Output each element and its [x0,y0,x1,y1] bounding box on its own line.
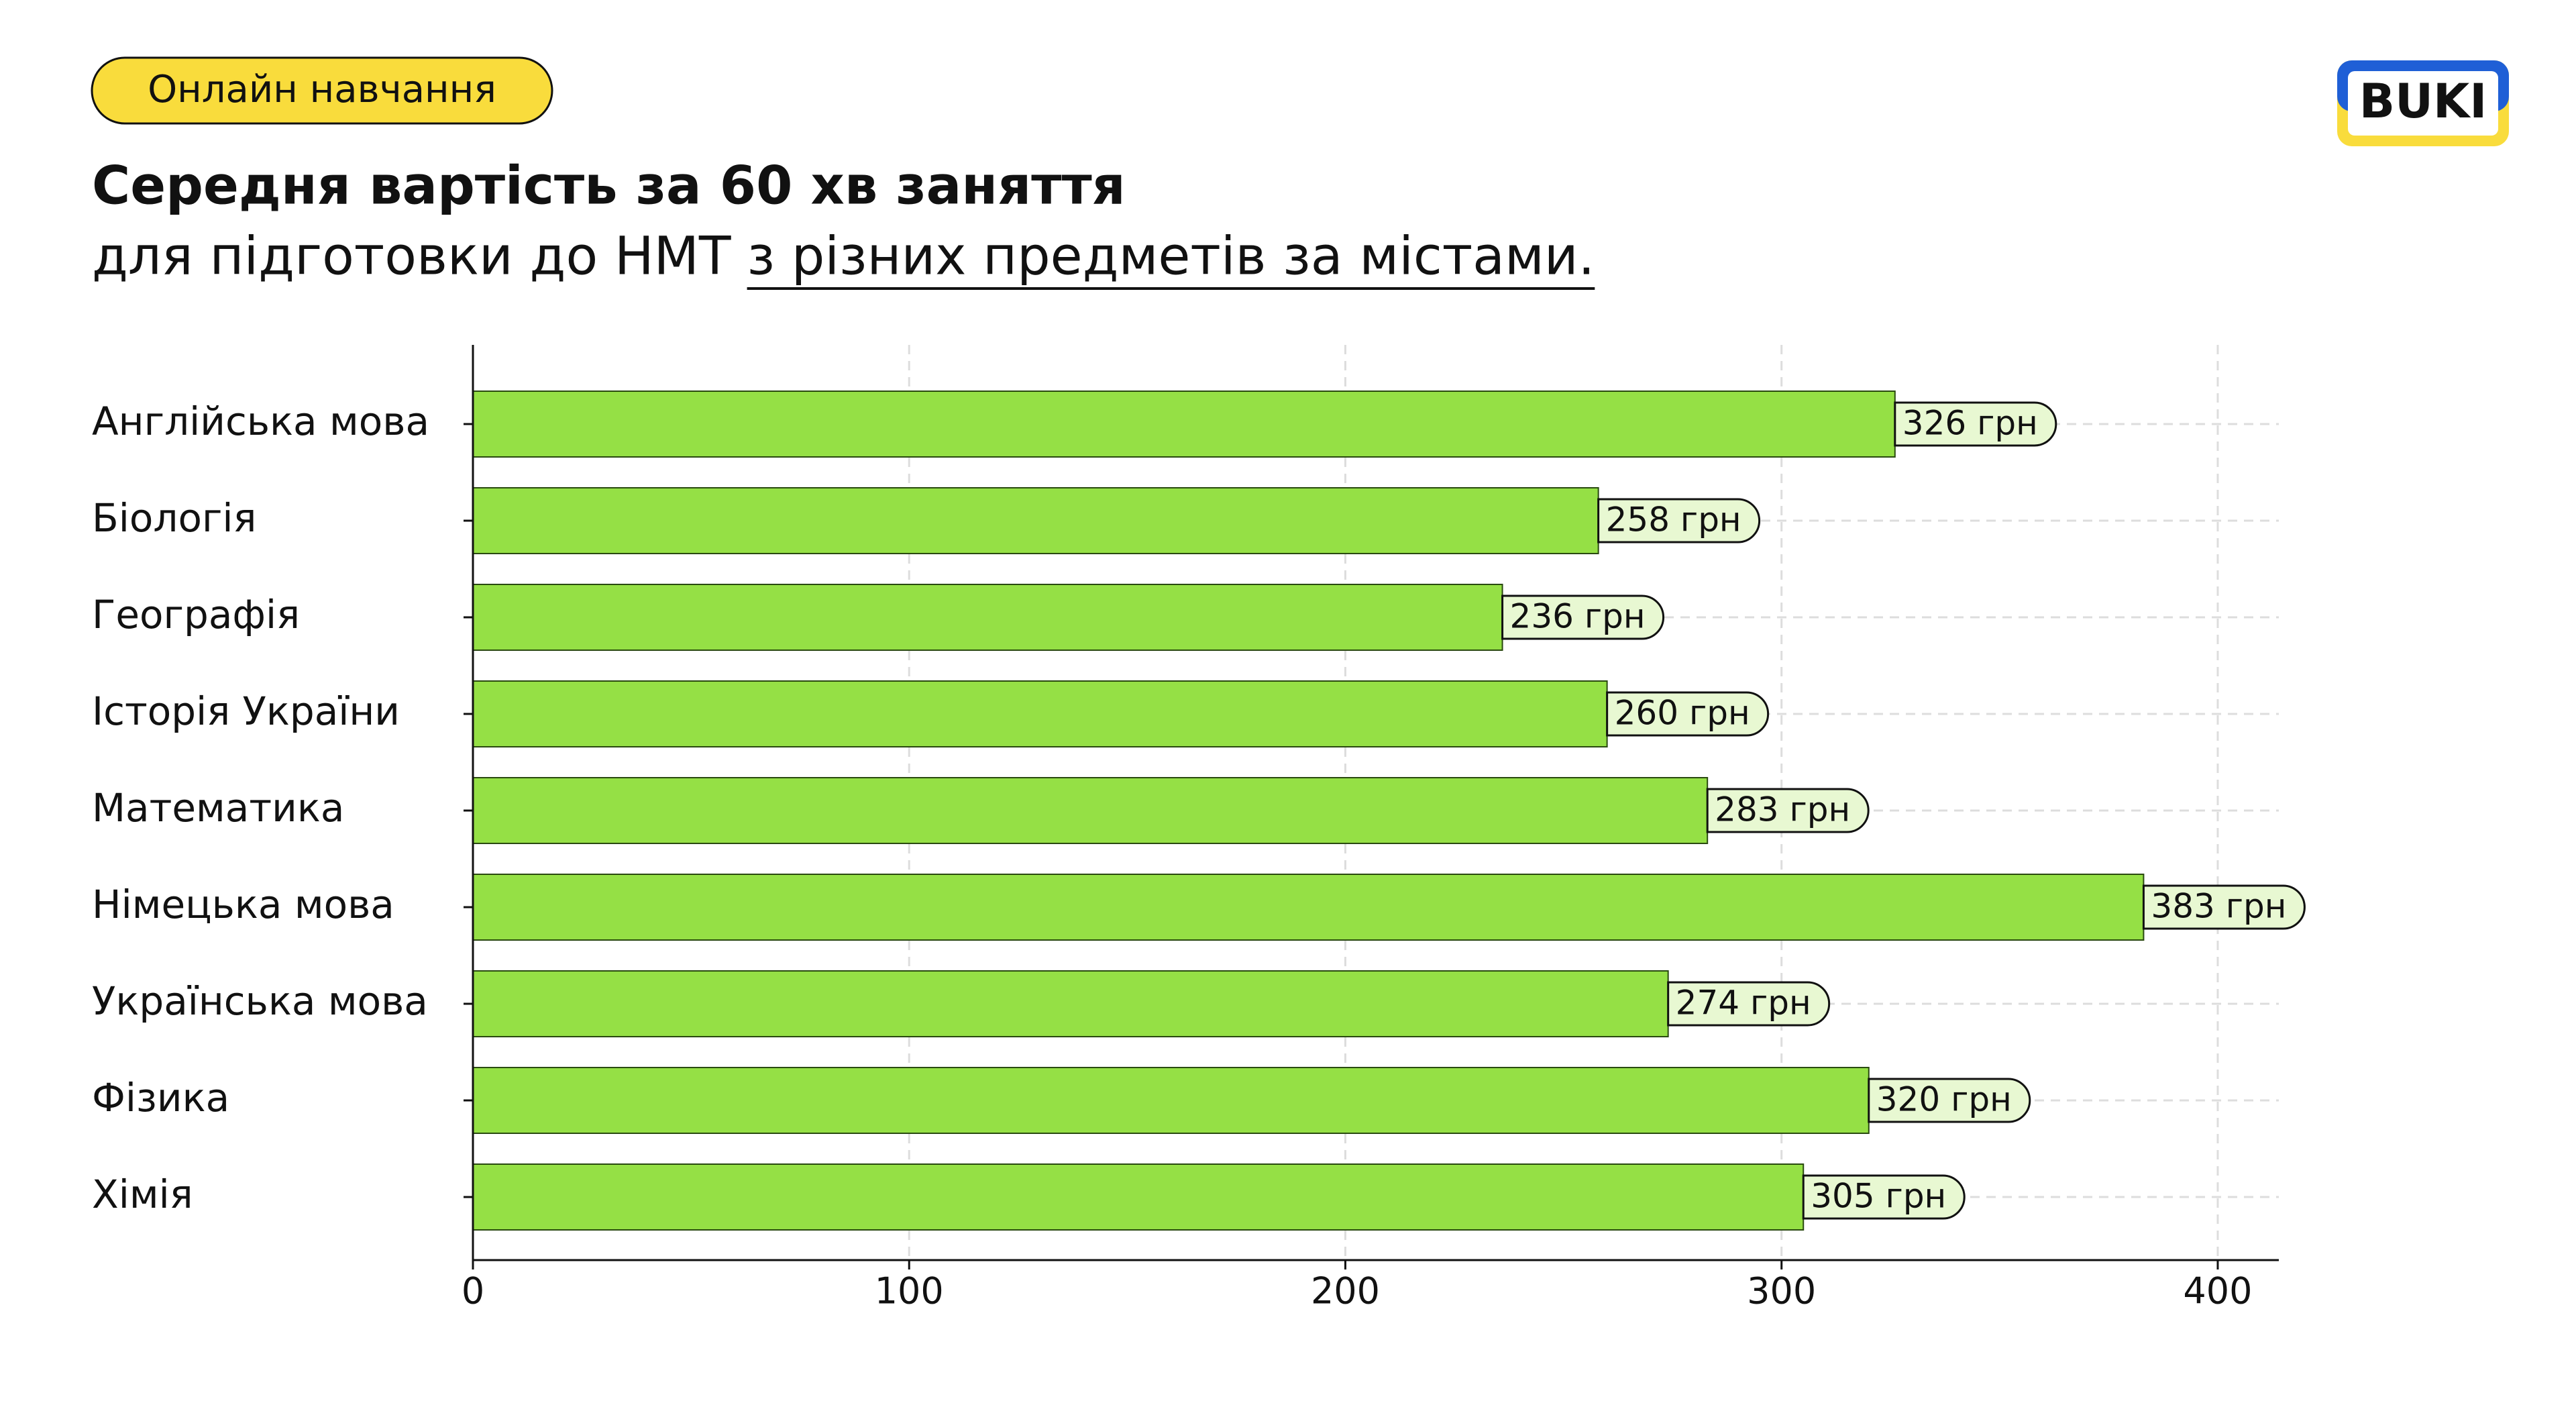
x-tick-label: 100 [875,1270,944,1312]
bar [472,680,1608,747]
y-tick-label: Біологія [92,495,256,541]
x-tick-label: 400 [2183,1270,2252,1312]
value-label-bg [1706,788,1870,833]
value-label-bg [1868,1078,2031,1123]
value-label-bg [1667,981,1831,1027]
value-label: 258 грн [1606,501,1741,539]
y-tick-label: Українська мова [92,978,428,1024]
bar [472,584,1503,651]
chart-subtitle-emphasis: з різних предметів за містами. [747,226,1595,287]
x-tick-label: 0 [462,1270,484,1312]
x-tick-label: 300 [1747,1270,1816,1312]
bar [472,970,1669,1037]
value-label-bg [1606,691,1770,737]
value-label: 305 грн [1811,1177,1946,1216]
x-tick-label: 200 [1311,1270,1380,1312]
value-label: 320 грн [1876,1080,2012,1119]
bar [472,1067,1870,1134]
y-tick-label: Німецька мова [92,882,394,927]
bar [472,874,2145,941]
y-tick-label: Математика [92,785,344,831]
value-label-bg [2142,884,2306,930]
bar [472,391,1896,458]
value-label: 283 грн [1715,790,1850,829]
value-label: 326 грн [1902,404,2038,443]
value-label: 274 грн [1676,984,1811,1023]
value-label-bg [1894,401,2057,447]
chart-subtitle: для підготовки до НМТ [92,226,731,287]
chart-title: Середня вартість за 60 хв заняття [92,156,1126,216]
value-label-bg [1802,1174,1966,1220]
logo-text: BUKI [2359,74,2487,129]
badge [91,56,553,125]
bar [472,1163,1805,1231]
value-label-bg [1501,594,1665,640]
value-label: 383 грн [2151,887,2286,926]
y-tick-label: Хімія [92,1172,193,1217]
value-label: 260 грн [1615,694,1750,733]
y-tick-label: Фізика [92,1075,229,1121]
value-label-bg [1597,498,1761,543]
y-tick-label: Англійська мова [92,399,429,444]
y-tick-label: Географія [92,592,300,637]
bar [472,777,1709,844]
bar [472,487,1599,554]
badge-text: Онлайн навчання [148,68,496,111]
value-label: 236 грн [1510,597,1646,636]
y-tick-label: Історія України [92,688,400,734]
logo-inner [2348,71,2498,136]
